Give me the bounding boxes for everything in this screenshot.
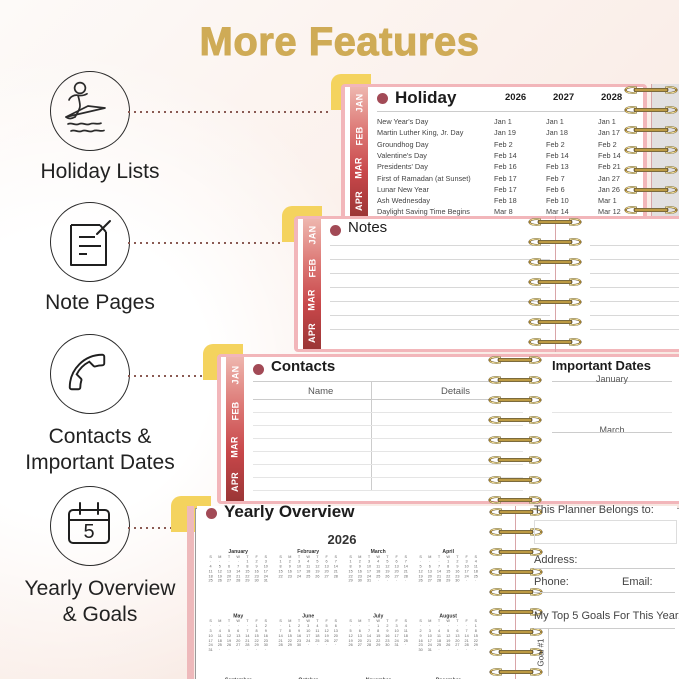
svg-text:5: 5: [83, 521, 94, 543]
